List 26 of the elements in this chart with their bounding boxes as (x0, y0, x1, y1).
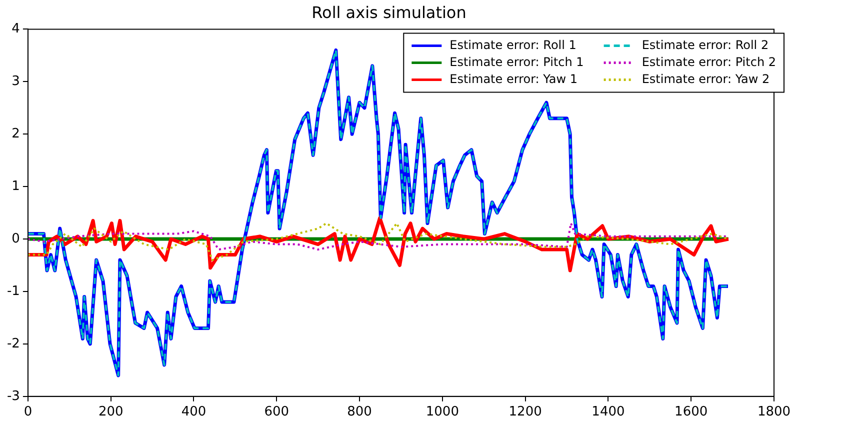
legend-label: Estimate error: Roll 1 (450, 38, 576, 52)
line-series (28, 222, 730, 262)
y-tick-label: 4 (12, 22, 20, 37)
x-tick-label: 400 (181, 404, 206, 420)
chart-title: Roll axis simulation (312, 2, 466, 22)
x-tick-label: 1400 (592, 404, 625, 420)
x-tick-label: 200 (98, 404, 124, 420)
y-tick-label: -2 (6, 336, 20, 352)
y-tick-label: 2 (12, 126, 20, 142)
y-tick-label: 3 (12, 74, 20, 90)
x-tick-label: 1800 (757, 404, 791, 420)
x-tick-label: 1600 (674, 404, 708, 420)
legend-label: Estimate error: Roll 2 (642, 38, 769, 52)
y-tick-label: -3 (6, 388, 20, 404)
x-tick-label: 800 (347, 404, 372, 420)
legend-label: Estimate error: Yaw 1 (450, 72, 578, 86)
legend-label: Estimate error: Pitch 2 (642, 54, 776, 69)
y-tick-label: 1 (12, 178, 20, 194)
legend-label: Estimate error: Yaw 2 (642, 72, 770, 86)
x-tick-label: 1200 (508, 404, 542, 420)
x-tick-label: 0 (24, 404, 32, 420)
y-tick-label: -1 (6, 284, 20, 299)
x-tick-label: 600 (264, 404, 290, 420)
y-tick-label: 0 (12, 231, 20, 246)
legend-label: Estimate error: Pitch 1 (450, 54, 584, 69)
x-tick-label: 1000 (426, 404, 459, 420)
